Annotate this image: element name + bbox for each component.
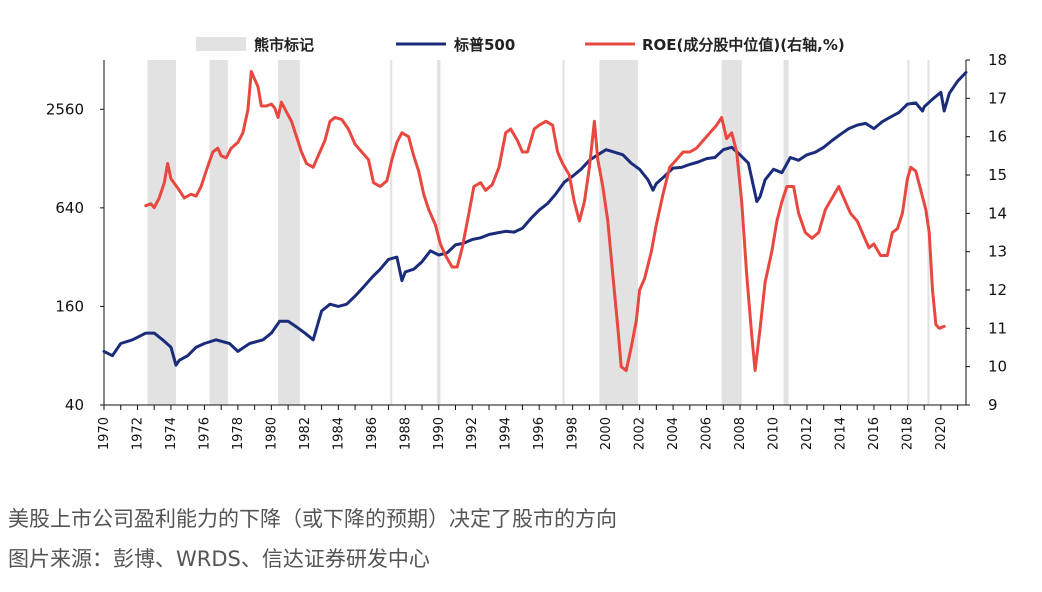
- bear-band-9: [907, 60, 910, 405]
- x-tick-label: 2004: [666, 417, 681, 450]
- right-tick-label: 13: [988, 243, 1007, 261]
- right-tick-label: 11: [988, 319, 1007, 337]
- x-tick-label: 1972: [130, 417, 145, 450]
- x-tick-label: 1982: [298, 417, 313, 450]
- x-tick-label: 1984: [331, 417, 346, 450]
- roe-line: [144, 70, 946, 372]
- x-tick-label: 2016: [867, 417, 882, 450]
- bear-band-8: [783, 60, 789, 405]
- caption-line-1: 美股上市公司盈利能力的下降（或下降的预期）决定了股市的方向: [8, 507, 617, 531]
- x-tick-label: 2010: [767, 417, 782, 450]
- x-tick-label: 2000: [599, 417, 614, 450]
- bear-band-5: [562, 60, 565, 405]
- x-tick-label: 1990: [432, 417, 447, 450]
- left-tick-label: 40: [65, 396, 84, 414]
- series-lines: [102, 70, 968, 372]
- bear-band-1: [209, 60, 228, 405]
- x-tick-label: 2012: [800, 417, 815, 450]
- legend-swatch-bear: [196, 37, 246, 51]
- x-tick-label: 1970: [97, 417, 112, 450]
- right-tick-label: 18: [988, 51, 1007, 69]
- x-tick-label: 1992: [465, 417, 480, 450]
- sp500-line: [102, 70, 968, 367]
- x-tick-label: 1994: [499, 417, 514, 450]
- right-tick-label: 14: [988, 204, 1007, 222]
- right-tick-label: 10: [988, 358, 1007, 376]
- right-tick-label: 12: [988, 281, 1007, 299]
- right-tick-label: 16: [988, 128, 1007, 146]
- x-tick-label: 2002: [633, 417, 648, 450]
- left-tick-label: 160: [55, 297, 84, 315]
- bear-band-2: [278, 60, 300, 405]
- x-tick-label: 2014: [833, 417, 848, 450]
- x-tick-label: 1998: [566, 417, 581, 450]
- legend-label-bear: 熊市标记: [254, 36, 314, 54]
- x-tick-label: 1988: [398, 417, 413, 450]
- right-tick-label: 15: [988, 166, 1007, 184]
- bear-band-7: [721, 60, 742, 405]
- caption-line-2: 图片来源：彭博、WRDS、信达证券研发中心: [8, 547, 430, 571]
- bear-band-3: [390, 60, 393, 405]
- x-tick-label: 2018: [900, 417, 915, 450]
- left-tick-label: 2560: [46, 100, 84, 118]
- x-tick-label: 2006: [700, 417, 715, 450]
- legend-label-roe: ROE(成分股中位值)(右轴,%): [642, 36, 845, 54]
- x-tick-label: 1976: [197, 417, 212, 450]
- right-tick-label: 17: [988, 89, 1007, 107]
- x-tick-label: 1980: [264, 417, 279, 450]
- bear-market-bands: [147, 60, 930, 405]
- x-tick-label: 1974: [164, 417, 179, 450]
- x-tick-label: 1978: [231, 417, 246, 450]
- x-tick-label: 1986: [365, 417, 380, 450]
- x-tick-label: 2008: [733, 417, 748, 450]
- left-tick-label: 640: [55, 199, 84, 217]
- x-tick-label: 2020: [934, 417, 949, 450]
- legend-label-sp500: 标普500: [453, 36, 515, 54]
- x-tick-label: 1996: [532, 417, 547, 450]
- chart: 40 160 640 2560 9 10 11 12 13 14 15 16 17 18 1970 1972 1…: [46, 36, 1007, 450]
- legend: 熊市标记 标普500 ROE(成分股中位值)(右轴,%): [196, 36, 845, 54]
- right-tick-label: 9: [988, 396, 998, 414]
- axes: 40 160 640 2560 9 10 11 12 13 14 15 16 17 18 1970 1972 1…: [46, 51, 1007, 450]
